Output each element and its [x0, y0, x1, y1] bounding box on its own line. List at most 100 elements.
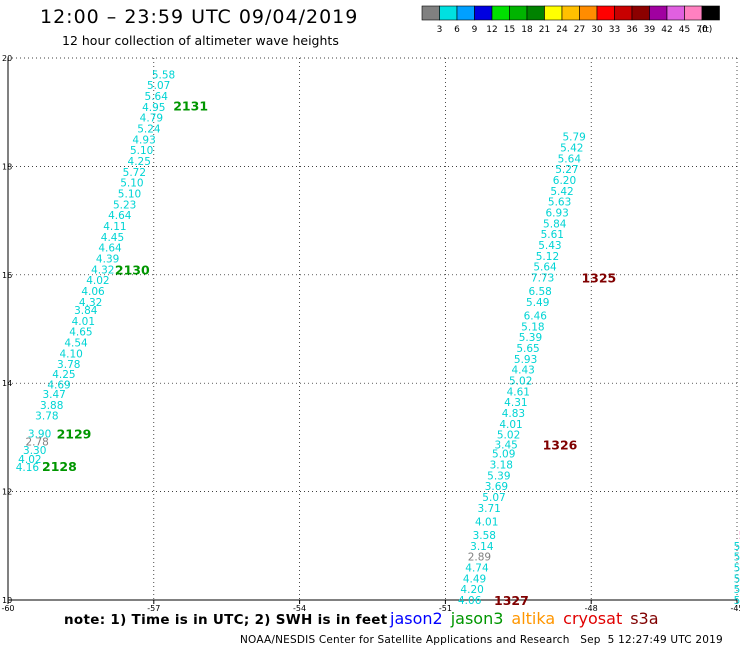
wave-height-point: 4.25 [52, 369, 75, 381]
wave-height-point: 4.79 [140, 113, 163, 125]
wave-height-point: 5.07 [482, 492, 505, 504]
wave-height-point: 4.02 [18, 454, 41, 466]
legend-label: 6 [454, 25, 460, 35]
legend-label: 21 [539, 25, 550, 35]
wave-height-point: 5.24 [137, 123, 161, 135]
time-label: 1326 [543, 437, 578, 452]
legend-label: 42 [661, 25, 672, 35]
wave-height-point: 4.01 [499, 419, 522, 431]
legend-label: 3 [437, 25, 443, 35]
wave-height-point: 5 [734, 562, 740, 574]
wave-height-point: 5.18 [521, 321, 544, 333]
wave-height-point: 5.42 [550, 186, 573, 198]
wave-height-point: 5 [734, 552, 740, 564]
wave-height-point: 3.78 [35, 411, 58, 423]
time-label: 1325 [581, 271, 616, 286]
legend-label: 45 [679, 25, 690, 35]
wave-height-point: 5.64 [145, 91, 169, 103]
wave-height-point: 5.02 [497, 430, 520, 442]
wave-height-point: 4.10 [59, 348, 82, 360]
wave-height-point: 4.06 [458, 595, 482, 607]
wave-height-point: 4.31 [504, 397, 527, 409]
wave-height-point: 3.30 [23, 445, 46, 457]
wave-height-point: 5 [734, 595, 740, 607]
wave-height-point: 3.14 [470, 541, 494, 553]
wave-height-point: 5.58 [152, 69, 175, 81]
y-tick-label: 16 [2, 271, 12, 280]
x-tick-label: -57 [147, 604, 160, 613]
wave-height-point: 3.47 [42, 389, 65, 401]
wave-height-point: 5.10 [130, 145, 153, 157]
wave-height-point: 6.20 [553, 175, 576, 187]
wave-height-point: 5.10 [118, 189, 141, 201]
legend-label: 24 [556, 25, 568, 35]
legend-label: 9 [472, 25, 478, 35]
wave-height-point: 4.16 [16, 462, 40, 474]
wave-height-point: 4.61 [507, 386, 530, 398]
wave-height-point: 5.07 [147, 80, 170, 92]
wave-height-point: 3.58 [473, 530, 496, 542]
time-label: 2130 [115, 262, 150, 277]
wave-height-point: 4.39 [96, 254, 119, 266]
legend-label: 39 [644, 25, 656, 35]
wave-height-point: 4.45 [101, 232, 124, 244]
wave-height-point: 5.49 [526, 297, 549, 309]
legend-label: 33 [609, 25, 620, 35]
wave-height-point: 4.83 [502, 408, 525, 420]
y-tick-label: 20 [2, 54, 12, 63]
wave-height-point: 5.43 [538, 240, 561, 252]
wave-height-point: 7.73 [531, 273, 554, 285]
wave-height-point: 5.65 [516, 343, 539, 355]
footer-note: note: 1) Time is in UTC; 2) SWH is in fe… [64, 612, 388, 628]
wave-height-point: 4.11 [103, 221, 126, 233]
wave-height-point: 5.39 [519, 332, 542, 344]
wave-height-point: 5.09 [492, 449, 515, 461]
x-tick-label: -51 [439, 604, 452, 613]
wave-height-point: 4.32 [79, 297, 102, 309]
time-label: 2131 [173, 99, 208, 114]
wave-height-point: 4.43 [511, 365, 534, 377]
wave-height-point: 3.78 [57, 359, 80, 371]
wave-height-point: 3.69 [485, 481, 508, 493]
wave-height-point: 5.27 [555, 164, 578, 176]
wave-height-point: 3.84 [74, 305, 98, 317]
wave-height-point: 5.02 [509, 375, 532, 387]
wave-height-point: 5 [734, 584, 740, 596]
x-tick-label: -60 [1, 604, 14, 613]
wave-height-point: 6.46 [524, 310, 548, 322]
wave-height-point: 5.10 [120, 178, 143, 190]
wave-height-point: 4.49 [463, 573, 486, 585]
wave-height-point: 4.74 [465, 562, 489, 574]
wave-height-point: 3.88 [40, 400, 63, 412]
legend-swatch [701, 5, 720, 21]
time-label: 1327 [494, 593, 529, 608]
legend-label: 70 [696, 25, 708, 35]
satellite-jason2: jason2 [390, 609, 443, 628]
footer-credit: NOAA/NESDIS Center for Satellite Applica… [240, 634, 723, 646]
legend-label: 12 [486, 25, 497, 35]
wave-height-point: 5.64 [533, 262, 557, 274]
wave-height-point: 2.89 [468, 552, 491, 564]
y-tick-label: 12 [2, 488, 12, 497]
wave-height-point: 4.95 [142, 102, 165, 114]
wave-height-point: 4.01 [475, 516, 498, 528]
wave-height-point: 5.84 [543, 218, 567, 230]
y-tick-label: 14 [2, 379, 12, 388]
satellite-jason3: jason3 [450, 609, 504, 628]
legend-label: 36 [626, 25, 638, 35]
y-tick-label: 18 [2, 162, 12, 171]
legend-label: 27 [574, 25, 585, 35]
wave-height-point: 5.72 [123, 167, 146, 179]
wave-height-point: 4.01 [72, 316, 95, 328]
wave-height-point: 5.39 [487, 470, 510, 482]
wave-height-point: 6.93 [545, 207, 568, 219]
legend-label: 30 [591, 25, 603, 35]
wave-height-point: 3.45 [494, 439, 517, 451]
wave-height-point: 4.64 [98, 243, 122, 255]
wave-height-point: 5.93 [514, 354, 537, 366]
x-tick-label: -48 [585, 604, 598, 613]
legend-label: 15 [504, 25, 515, 35]
wave-height-point: 5.64 [558, 153, 582, 165]
color-scale-legend: 3 6 9 12 15 18 21 24 27 30 33 36 39 42 45 70(ft) [421, 5, 720, 35]
